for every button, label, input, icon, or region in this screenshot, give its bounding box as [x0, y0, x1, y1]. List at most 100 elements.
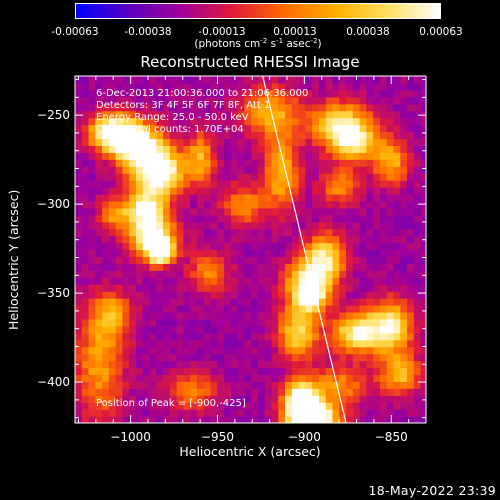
heatmap-cell	[244, 395, 252, 403]
heatmap-cell	[102, 353, 110, 362]
heatmap-cell	[339, 249, 347, 258]
heatmap-cell	[102, 235, 110, 244]
heatmap-cell	[318, 214, 327, 223]
colorbar	[75, 3, 441, 19]
heatmap-cell	[237, 311, 246, 320]
heatmap-cell	[75, 124, 83, 133]
heatmap-cell	[251, 291, 259, 299]
heatmap-cell	[95, 311, 103, 320]
heatmap-cell	[75, 284, 83, 292]
heatmap-cell	[115, 325, 124, 334]
heatmap-cell	[386, 318, 395, 327]
heatmap-cell	[237, 166, 246, 174]
heatmap-cell	[359, 138, 367, 146]
heatmap-cell	[196, 180, 205, 188]
heatmap-cell	[224, 249, 232, 258]
heatmap-cell	[190, 360, 198, 369]
heatmap-cell	[217, 416, 225, 423]
heatmap-cell	[237, 76, 246, 84]
heatmap-cell	[102, 270, 110, 278]
heatmap-cell	[379, 76, 388, 84]
heatmap-cell	[285, 145, 293, 153]
heatmap-cell	[359, 263, 367, 271]
heatmap-cell	[291, 388, 300, 396]
heatmap-cell	[163, 409, 171, 417]
heatmap-cell	[224, 270, 232, 278]
heatmap-cell	[291, 318, 300, 327]
heatmap-cell	[81, 103, 90, 112]
heatmap-cell	[217, 332, 225, 341]
heatmap-cell	[257, 173, 266, 181]
heatmap-cell	[176, 249, 185, 258]
heatmap-cell	[346, 263, 354, 271]
heatmap-cell	[366, 305, 374, 313]
heatmap-cell	[407, 242, 415, 251]
heatmap-cell	[75, 221, 83, 230]
heatmap-cell	[386, 249, 395, 258]
heatmap-cell	[278, 96, 286, 105]
heatmap-cell	[75, 200, 83, 209]
heatmap-cell	[176, 277, 185, 285]
heatmap-cell	[366, 187, 374, 195]
heatmap-cell	[142, 200, 151, 209]
heatmap-cell	[149, 291, 157, 299]
heatmap-cell	[393, 381, 401, 389]
heatmap-cell	[325, 298, 334, 306]
heatmap-cell	[102, 103, 110, 112]
heatmap-cell	[318, 207, 327, 216]
heatmap-cell	[298, 270, 307, 278]
heatmap-cell	[88, 318, 96, 327]
heatmap-cell	[251, 277, 259, 285]
heatmap-cell	[386, 395, 395, 403]
heatmap-cell	[352, 277, 361, 285]
heatmap-cell	[291, 235, 300, 244]
heatmap-cell	[135, 180, 144, 188]
heatmap-cell	[359, 332, 367, 341]
heatmap-cell	[108, 221, 117, 230]
heatmap-cell	[75, 89, 83, 98]
heatmap-cell	[312, 305, 320, 313]
heatmap-cell	[230, 193, 239, 202]
heatmap-cell	[129, 305, 137, 313]
heatmap-cell	[366, 96, 374, 105]
heatmap-cell	[190, 402, 198, 410]
heatmap-cell	[346, 166, 354, 174]
heatmap-cell	[352, 409, 361, 417]
heatmap-cell	[95, 249, 103, 258]
heatmap-cell	[393, 187, 401, 195]
heatmap-cell	[332, 416, 340, 423]
heatmap-cell	[264, 200, 273, 209]
y-axis-tick-label: −400	[37, 375, 70, 389]
heatmap-cell	[400, 263, 408, 271]
heatmap-cell	[224, 76, 232, 77]
heatmap-cell	[379, 166, 388, 174]
heatmap-cell	[115, 284, 124, 292]
heatmap-cell	[339, 193, 347, 202]
heatmap-cell	[318, 395, 327, 403]
heatmap-cell	[257, 305, 266, 313]
heatmap-cell	[291, 298, 300, 306]
heatmap-cell	[115, 187, 124, 195]
heatmap-cell	[386, 277, 395, 285]
heatmap-cell	[379, 284, 388, 292]
heatmap-cell	[325, 277, 334, 285]
heatmap-cell	[251, 117, 259, 126]
heatmap-cell	[257, 256, 266, 264]
heatmap-cell	[224, 263, 232, 271]
heatmap-cell	[264, 207, 273, 216]
heatmap-cell	[244, 76, 252, 84]
heatmap-cell	[230, 76, 239, 77]
heatmap-cell	[203, 318, 212, 327]
heatmap-cell	[359, 318, 367, 327]
heatmap-cell	[217, 159, 225, 167]
heatmap-cell	[163, 318, 171, 327]
heatmap-cell	[257, 180, 266, 188]
heatmap-cell	[251, 200, 259, 209]
heatmap-cell	[108, 82, 117, 91]
heatmap-cell	[346, 96, 354, 105]
heatmap-cell	[413, 117, 422, 126]
heatmap-cell	[400, 270, 408, 278]
heatmap-cell	[81, 325, 90, 334]
heatmap-cell	[257, 249, 266, 258]
heatmap-cell	[75, 96, 83, 105]
